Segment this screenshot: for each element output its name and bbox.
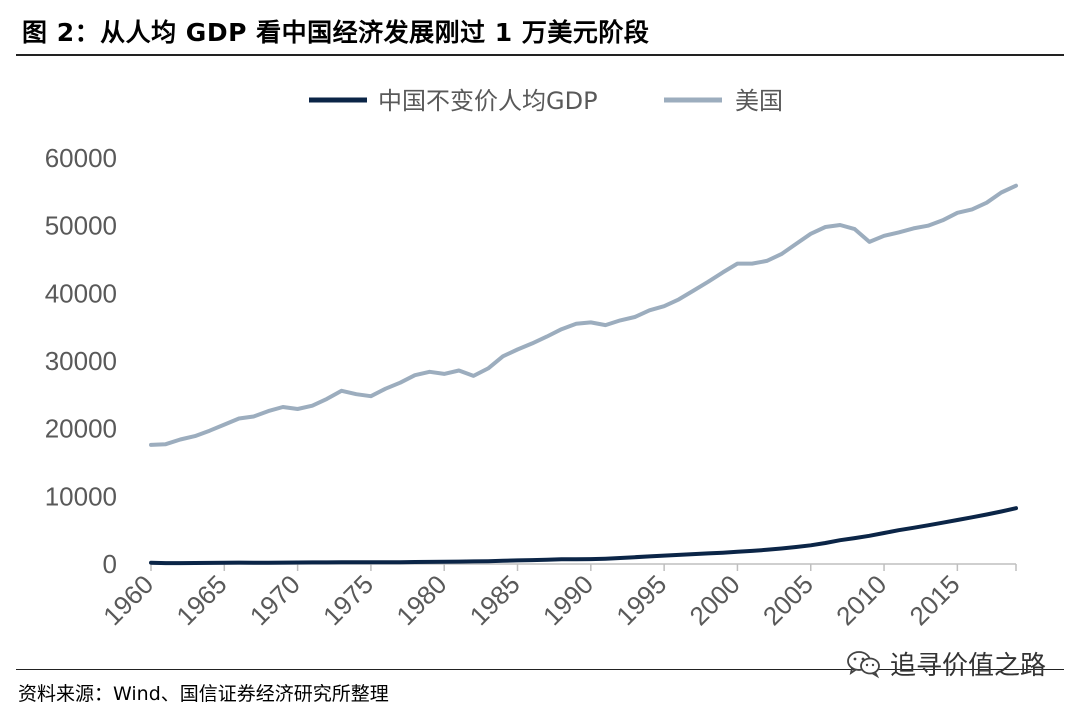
x-tick-label: 1995	[610, 569, 672, 631]
y-axis: 0 10000 20000 30000 40000 50000 60000	[45, 143, 117, 579]
series-lines	[149, 183, 1018, 566]
x-tick-label: 1970	[244, 569, 306, 631]
x-tick-label: 1985	[464, 569, 526, 631]
series-line	[149, 506, 1018, 566]
x-tick-label: 2005	[757, 569, 819, 631]
y-tick-label: 50000	[45, 211, 117, 241]
legend-label: 中国不变价人均GDP	[378, 87, 598, 115]
series-line	[149, 183, 1018, 447]
x-tick-label: 2015	[903, 569, 965, 631]
figure-title: 图 2：从人均 GDP 看中国经济发展刚过 1 万美元阶段	[22, 18, 650, 47]
y-tick-label: 30000	[45, 346, 117, 376]
y-tick-label: 20000	[45, 414, 117, 444]
x-tick-label: 2000	[684, 569, 746, 631]
title-divider	[16, 54, 1064, 56]
chart-legend: 中国不变价人均GDP 美国	[309, 87, 783, 115]
y-tick-label: 0	[103, 549, 117, 579]
watermark: 追寻价值之路	[846, 645, 1046, 682]
watermark-text: 追寻价值之路	[889, 651, 1046, 681]
x-tick-label: 1965	[170, 569, 232, 631]
x-tick-label: 1975	[317, 569, 379, 631]
legend-label: 美国	[735, 87, 783, 115]
y-tick-label: 10000	[45, 481, 117, 511]
wechat-icon	[847, 650, 880, 678]
footer-divider	[16, 669, 1064, 670]
x-tick-label: 2010	[830, 569, 892, 631]
x-tick-label: 1980	[390, 569, 452, 631]
y-tick-label: 60000	[45, 143, 117, 173]
y-tick-label: 40000	[45, 278, 117, 308]
x-axis: 1960 1965 1970 1975 1980 1985 1990 1995 2000 2005…	[97, 563, 1017, 631]
source-note: 资料来源：Wind、国信证券经济研究所整理	[18, 683, 389, 705]
x-tick-label: 1990	[537, 569, 599, 631]
